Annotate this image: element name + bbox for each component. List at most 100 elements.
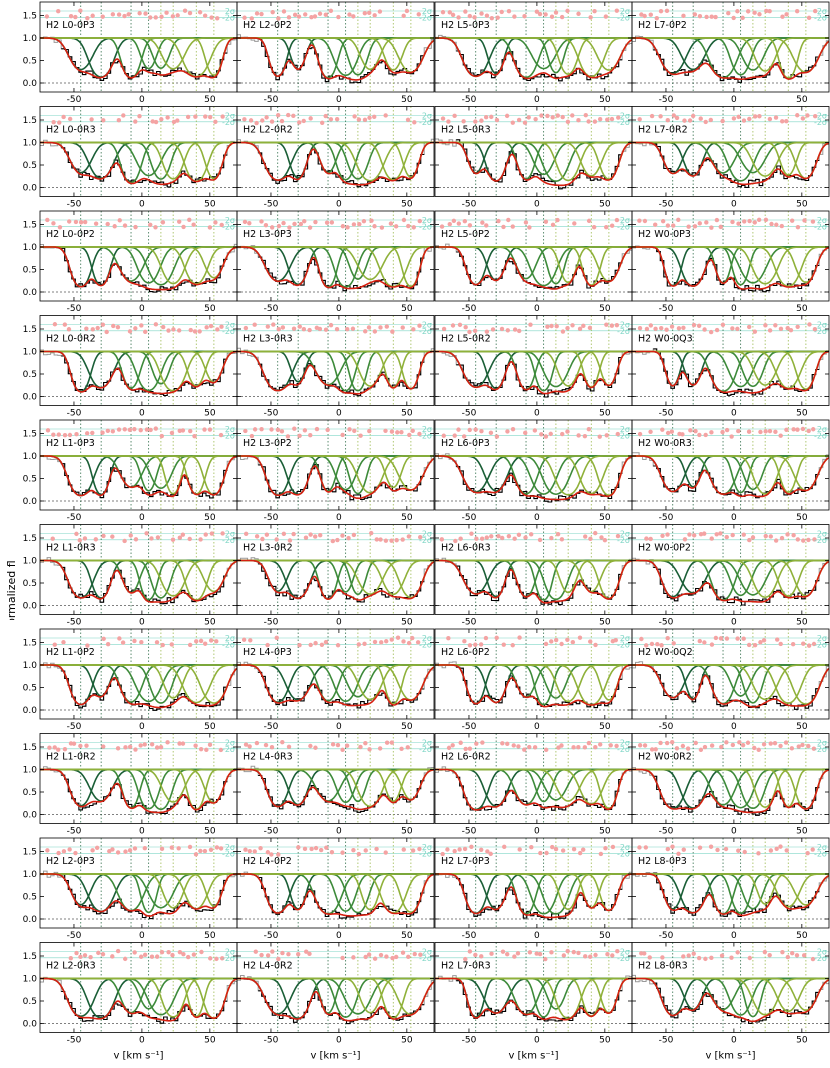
residual-point [472,15,477,20]
residual-point [410,635,415,641]
sigma-label: -2σ [222,222,235,231]
residual-point [810,847,815,852]
residual-point [795,113,800,118]
residual-point [139,640,144,645]
residual-point [324,845,329,850]
residual-point [758,640,763,645]
residual-point [463,956,468,962]
panel-plot-area [435,733,632,824]
residual-point [356,117,362,122]
residual-point [714,532,719,537]
residual-point [417,846,422,852]
x-tick-label: -50 [67,931,82,941]
residual-point [553,10,559,15]
residual-point [696,955,702,961]
residual-point [446,745,452,751]
x-tick-label: -50 [67,513,82,523]
residual-point [260,536,265,542]
residual-point [50,536,55,541]
component-profile [40,37,237,76]
residual-point [764,8,769,14]
component-profile [435,37,632,76]
component-profile [237,977,434,1016]
residual-point [691,533,697,538]
residual-point [133,326,138,331]
total-model-line [435,37,632,80]
residual-point [742,219,747,224]
residual-point [378,537,383,542]
x-tick-label: -50 [659,618,674,628]
residual-point [788,327,794,333]
residual-point [703,432,708,438]
residual-point [586,119,591,124]
residual-point [752,10,757,15]
x-tick-label: 50 [204,409,216,419]
sigma-label: 2σ [422,112,432,121]
y-tick-label: 1.0 [23,870,38,880]
x-tick-label: 50 [796,931,808,941]
sigma-label: 2σ [225,948,235,957]
residual-point [56,9,61,14]
residual-point [248,118,254,123]
residual-point [161,324,166,330]
component-profile [40,455,237,496]
residual-point [84,326,89,331]
residual-point [543,12,548,17]
residual-point [592,8,597,14]
residual-point [52,642,57,647]
panel: -50 0 50 2σ-2σ H2 L3-0P2 [236,419,435,523]
x-tick-label: 0 [336,409,342,419]
x-tick-label: 0 [534,200,540,210]
residual-point [735,9,740,14]
residual-point [394,954,399,960]
panel: -50 0 50 0.0 0.5 1.0 1.5 2σ-2σ H2 L0-0P3 [23,1,238,105]
residual-point [543,434,549,439]
panel-frame [236,1,435,93]
residual-point [450,12,456,18]
residual-point [713,635,719,641]
residual-point [194,639,199,644]
residual-point [510,643,515,648]
residual-point [127,329,133,334]
residual-point [303,535,309,540]
residual-point [581,323,586,329]
residual-point [773,429,778,435]
residual-point [52,322,58,327]
panel-frame [631,733,830,824]
residual-point [351,847,356,853]
residual-point [474,741,479,746]
residual-point [480,220,485,225]
residual-point [591,224,597,230]
panel: -50 0 50 0.0 0.5 1.0 1.5 2σ-2σ H2 L0-0R3 [23,106,238,210]
panel-frame [236,837,435,929]
residual-point [767,8,772,14]
panel: -50 0 50 2σ-2σ H2 W0-0P3 [631,210,830,314]
residual-point [412,120,417,125]
residual-point [762,949,768,955]
residual-point [85,643,90,648]
residual-point [720,429,725,435]
panel-label: H2 L7-0P3 [441,856,490,867]
total-model-line [632,350,829,394]
residual-point [377,746,383,751]
sigma-label: 2σ [422,216,432,225]
residual-point [586,740,592,746]
residual-point [389,538,394,543]
residual-point [500,535,505,541]
residual-point [658,740,663,746]
component-profile [40,977,237,1016]
total-model-line [632,141,829,186]
residual-point [280,739,285,745]
panel: -50 0 50 0.0 0.5 1.0 1.5 2σ-2σ H2 L0-0R2 [23,315,238,419]
residual-point [708,844,714,849]
residual-point [709,225,714,230]
panel-frame [631,524,830,615]
x-tick-label: -50 [659,722,674,732]
residual-point [202,427,207,432]
x-tick-label: 50 [401,931,413,941]
y-tick-label: 1.0 [23,557,38,567]
residual-point [279,429,285,434]
residual-point [703,119,708,125]
residual-point [543,641,549,647]
total-model-line [237,455,434,500]
